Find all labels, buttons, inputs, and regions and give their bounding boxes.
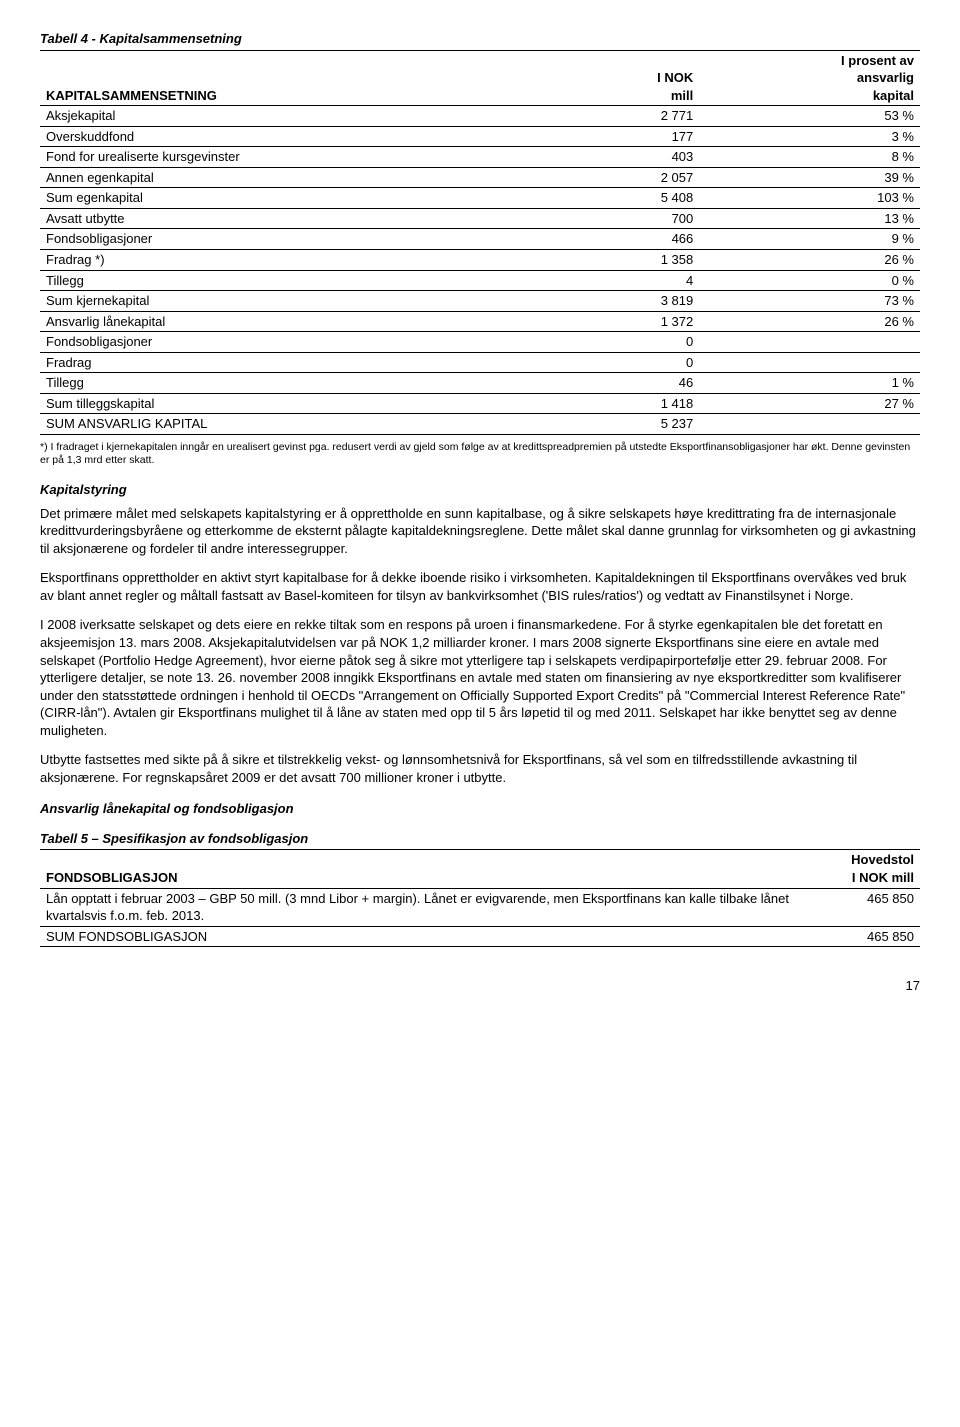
table-row: Annen egenkapital2 05739 % — [40, 167, 920, 188]
table5-title: Tabell 5 – Spesifikasjon av fondsobligas… — [40, 830, 920, 848]
table-row: Ansvarlig lånekapital1 37226 % — [40, 311, 920, 332]
table-row: Avsatt utbytte70013 % — [40, 208, 920, 229]
table-row: Fradrag *)1 35826 % — [40, 250, 920, 271]
table5: FONDSOBLIGASJON Hovedstol I NOK mill Lån… — [40, 849, 920, 947]
paragraph: Det primære målet med selskapets kapital… — [40, 505, 920, 558]
t4-h2: I NOK mill — [574, 50, 699, 106]
t5-h2: Hovedstol I NOK mill — [845, 850, 920, 888]
t4-h3: I prosent av ansvarlig kapital — [699, 50, 920, 106]
table4-title: Tabell 4 - Kapitalsammensetning — [40, 30, 920, 48]
table-row: Sum tilleggskapital1 41827 % — [40, 393, 920, 414]
kapitalstyring-heading: Kapitalstyring — [40, 481, 920, 499]
table-row: Sum egenkapital5 408103 % — [40, 188, 920, 209]
subheading: Ansvarlig lånekapital og fondsobligasjon — [40, 800, 920, 818]
table-row: SUM FONDSOBLIGASJON 465 850 — [40, 926, 920, 947]
table-row: Aksjekapital2 77153 % — [40, 106, 920, 127]
paragraph: Utbytte fastsettes med sikte på å sikre … — [40, 751, 920, 786]
t5-h1: FONDSOBLIGASJON — [40, 850, 845, 888]
table-row: Sum kjernekapital3 81973 % — [40, 291, 920, 312]
table-row: SUM ANSVARLIG KAPITAL5 237 — [40, 414, 920, 435]
table-row: Fondsobligasjoner4669 % — [40, 229, 920, 250]
table-row: Tillegg461 % — [40, 373, 920, 394]
table-row: Fondsobligasjoner0 — [40, 332, 920, 353]
page-number: 17 — [40, 977, 920, 995]
paragraph: Eksportfinans opprettholder en aktivt st… — [40, 569, 920, 604]
table-row: Fradrag0 — [40, 352, 920, 373]
table4: KAPITALSAMMENSETNING I NOK mill I prosen… — [40, 50, 920, 435]
table-row: Overskuddfond1773 % — [40, 126, 920, 147]
table4-footnote: *) I fradraget i kjernekapitalen inngår … — [40, 441, 920, 467]
table-row: Tillegg40 % — [40, 270, 920, 291]
paragraph: I 2008 iverksatte selskapet og dets eier… — [40, 616, 920, 739]
t4-h1: KAPITALSAMMENSETNING — [40, 50, 574, 106]
table-row: Fond for urealiserte kursgevinster4038 % — [40, 147, 920, 168]
table-row: Lån opptatt i februar 2003 – GBP 50 mill… — [40, 888, 920, 926]
